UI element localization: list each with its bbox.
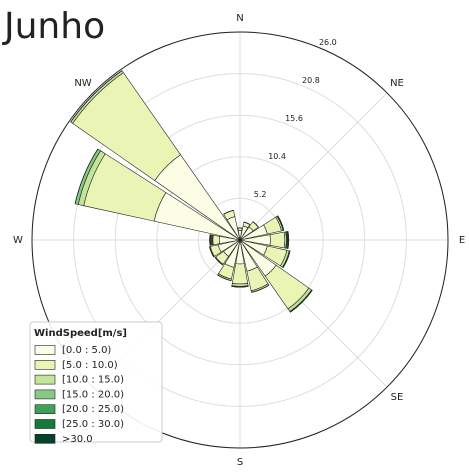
legend-swatch <box>35 434 55 443</box>
direction-label: NW <box>74 78 91 89</box>
direction-label: W <box>13 235 23 246</box>
legend-label: [5.0 : 10.0) <box>62 360 118 371</box>
chart-title: Junho <box>2 6 105 47</box>
legend-swatch <box>35 420 55 429</box>
radial-grid-line <box>240 93 387 240</box>
radial-tick-label: 20.8 <box>302 76 320 85</box>
wind-segment <box>213 235 220 245</box>
legend-label: [15.0 : 20.0) <box>62 389 124 400</box>
direction-label: SE <box>391 392 404 403</box>
radial-tick-label: 5.2 <box>254 190 267 199</box>
legend-swatch <box>35 390 55 399</box>
legend-label: [20.0 : 25.0) <box>62 404 124 415</box>
legend-label: [25.0 : 30.0) <box>62 419 124 430</box>
legend-swatch <box>35 375 55 384</box>
legend-swatch <box>35 405 55 414</box>
wind-segment <box>232 264 247 284</box>
legend-swatch <box>35 346 55 355</box>
direction-label: N <box>236 13 243 24</box>
direction-label: E <box>459 235 465 246</box>
legend-label: >30.0 <box>62 434 93 445</box>
legend-label: [10.0 : 15.0) <box>62 375 124 386</box>
wind-segment <box>270 232 285 248</box>
radial-tick-label: 26.0 <box>319 38 337 47</box>
direction-label: S <box>237 457 243 468</box>
radial-tick-label: 10.4 <box>268 152 286 161</box>
radial-tick-label: 15.6 <box>285 114 303 123</box>
legend-swatch <box>35 360 55 369</box>
legend-label: [0.0 : 5.0) <box>62 345 111 356</box>
legend-title: WindSpeed[m/s] <box>34 328 127 339</box>
direction-label: NE <box>390 78 404 89</box>
